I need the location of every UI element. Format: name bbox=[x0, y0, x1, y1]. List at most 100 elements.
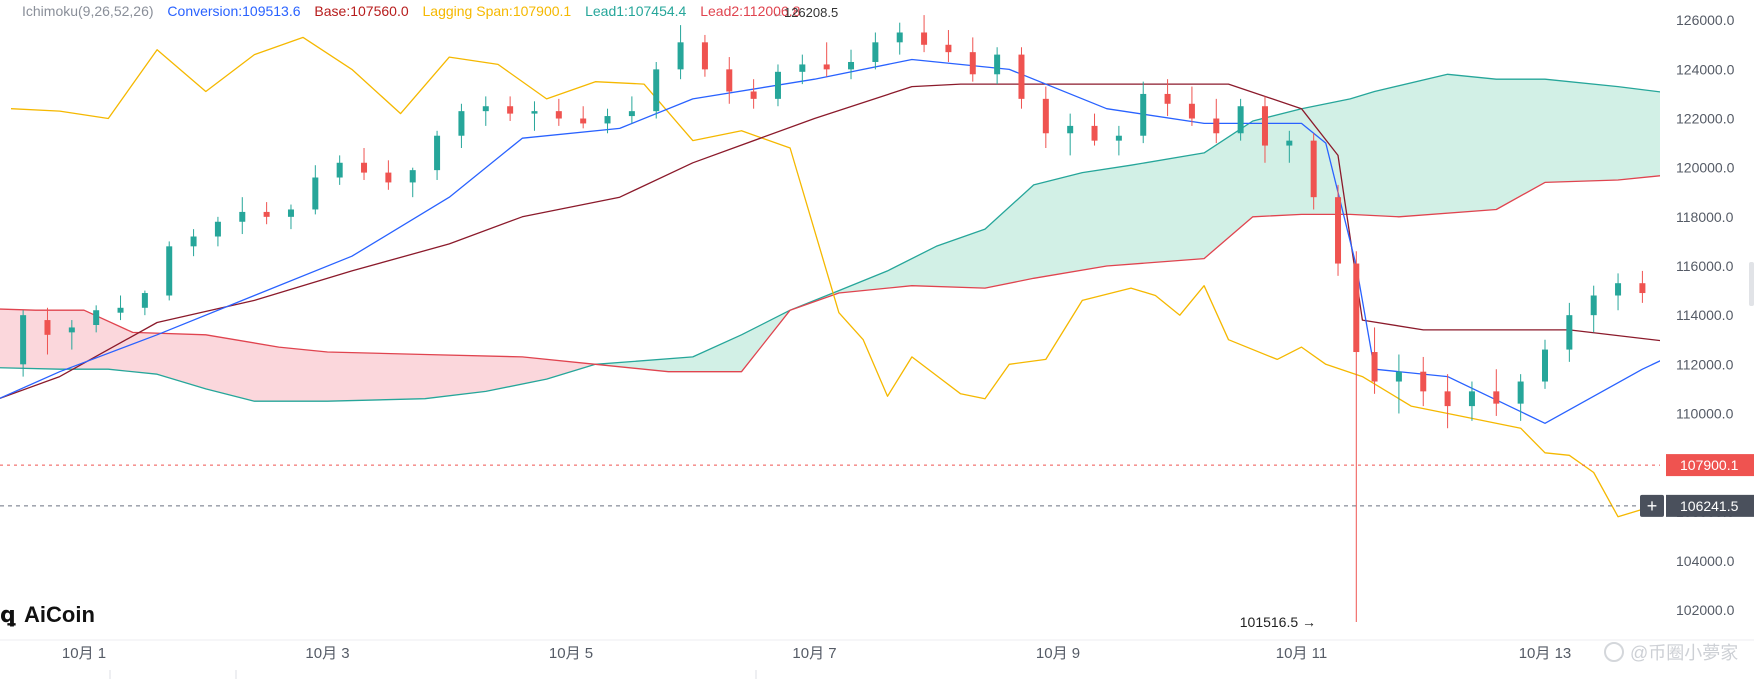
candle bbox=[774, 64, 781, 107]
candle-body bbox=[604, 116, 611, 124]
candle bbox=[969, 37, 976, 82]
candle bbox=[872, 32, 879, 70]
candle-body bbox=[263, 211, 270, 217]
candle-body bbox=[531, 111, 538, 114]
candle bbox=[68, 320, 75, 350]
legend-lead2: Lead2:112006.8 bbox=[700, 3, 800, 19]
candle bbox=[994, 47, 1001, 85]
candle-body bbox=[1213, 118, 1220, 134]
candle-body bbox=[1164, 93, 1171, 104]
svg-text:Ichimoku(9,26,52,26) Conve: Ichimoku(9,26,52,26) Conversion:109513.6… bbox=[22, 3, 801, 19]
candle-body bbox=[1042, 98, 1049, 134]
candle-body bbox=[628, 111, 635, 117]
date-tick-label: 10月 7 bbox=[792, 645, 836, 662]
candle-body bbox=[726, 69, 733, 92]
legend-lagging: Lagging Span:107900.1 bbox=[423, 3, 572, 19]
candle bbox=[555, 98, 562, 126]
date-tick-label: 10月 1 bbox=[62, 645, 106, 662]
candle bbox=[44, 307, 51, 355]
candle-body bbox=[1542, 349, 1548, 382]
candle-body bbox=[969, 52, 976, 75]
legend-base: Base:107560.0 bbox=[314, 3, 408, 19]
price-tick-label: 118000.0 bbox=[1676, 209, 1734, 225]
candle bbox=[1164, 79, 1171, 117]
candle-body bbox=[361, 162, 368, 173]
candle bbox=[1042, 86, 1049, 149]
candle-body bbox=[409, 170, 416, 183]
candle bbox=[434, 130, 441, 180]
bearish-cloud-area bbox=[0, 309, 596, 402]
candle bbox=[848, 49, 855, 80]
price-tick-label: 110000.0 bbox=[1676, 405, 1734, 421]
candle bbox=[1237, 98, 1244, 141]
candle bbox=[896, 22, 903, 55]
candle bbox=[1566, 302, 1573, 362]
candle bbox=[1444, 374, 1451, 429]
candle-body bbox=[20, 315, 27, 365]
candle bbox=[580, 106, 587, 129]
candle bbox=[507, 96, 514, 121]
candle bbox=[823, 42, 830, 77]
candle bbox=[482, 96, 489, 126]
candle-body bbox=[848, 61, 855, 70]
bullish-cloud-area bbox=[597, 74, 1754, 372]
candle bbox=[628, 96, 635, 124]
candle bbox=[677, 25, 684, 80]
candle-body bbox=[434, 135, 441, 171]
candle bbox=[117, 295, 124, 321]
candle-body bbox=[1286, 140, 1293, 146]
candle bbox=[312, 165, 319, 215]
candle-body bbox=[1639, 283, 1646, 294]
candle-body bbox=[68, 327, 75, 333]
price-tick-label: 102000.0 bbox=[1676, 602, 1735, 618]
legend-indicator: Ichimoku(9,26,52,26) bbox=[22, 3, 154, 19]
candle bbox=[361, 148, 368, 180]
candle-body bbox=[994, 54, 1001, 75]
candle bbox=[336, 155, 343, 185]
candle-body bbox=[1067, 125, 1074, 134]
candle-body bbox=[653, 69, 660, 112]
candle-body bbox=[1590, 295, 1597, 316]
candle-body bbox=[1493, 391, 1500, 404]
candle-body bbox=[1566, 315, 1573, 350]
price-axis-bg bbox=[1660, 0, 1754, 679]
price-tick-label: 104000.0 bbox=[1676, 553, 1735, 569]
candle-body bbox=[1468, 391, 1475, 407]
aicoin-logo: ꝗ AiCoin bbox=[0, 602, 95, 628]
candle bbox=[1493, 369, 1500, 416]
candle-body bbox=[117, 307, 124, 313]
crosshair-price-label: 106241.5 bbox=[1680, 498, 1739, 514]
candle-body bbox=[1018, 54, 1025, 99]
candle bbox=[1639, 270, 1646, 303]
candle-body bbox=[458, 111, 465, 136]
candle bbox=[458, 103, 465, 149]
logo-text: AiCoin bbox=[24, 602, 95, 627]
candle-body bbox=[580, 118, 587, 124]
candle-body bbox=[336, 162, 343, 178]
candle-body bbox=[482, 106, 489, 112]
candle bbox=[1213, 98, 1220, 144]
candle-body bbox=[1115, 135, 1122, 141]
candle-body bbox=[385, 172, 392, 183]
price-guides: ← bbox=[0, 6, 1660, 507]
date-tick-label: 10月 3 bbox=[305, 645, 349, 662]
candle-body bbox=[239, 211, 246, 222]
add-alert-button[interactable] bbox=[1640, 494, 1664, 517]
candle-body bbox=[799, 64, 806, 72]
candle bbox=[653, 61, 660, 119]
watermark-icon bbox=[1604, 642, 1624, 662]
axis-scroll-handle[interactable] bbox=[1749, 262, 1754, 306]
last-price-label: 107900.1 bbox=[1680, 457, 1739, 473]
ichimoku-cloud bbox=[0, 74, 1754, 402]
candle-body bbox=[1091, 125, 1098, 141]
candle bbox=[1286, 130, 1293, 163]
price-tick-label: 126000.0 bbox=[1676, 12, 1735, 28]
price-tick-label: 124000.0 bbox=[1676, 61, 1735, 77]
candle bbox=[604, 108, 611, 134]
high-price-annotation: 126208.5 bbox=[784, 5, 838, 20]
price-tick-label: 112000.0 bbox=[1676, 356, 1734, 372]
candle bbox=[531, 101, 538, 131]
candle bbox=[1542, 339, 1548, 389]
candle bbox=[1310, 133, 1317, 210]
candle-body bbox=[1237, 106, 1244, 134]
